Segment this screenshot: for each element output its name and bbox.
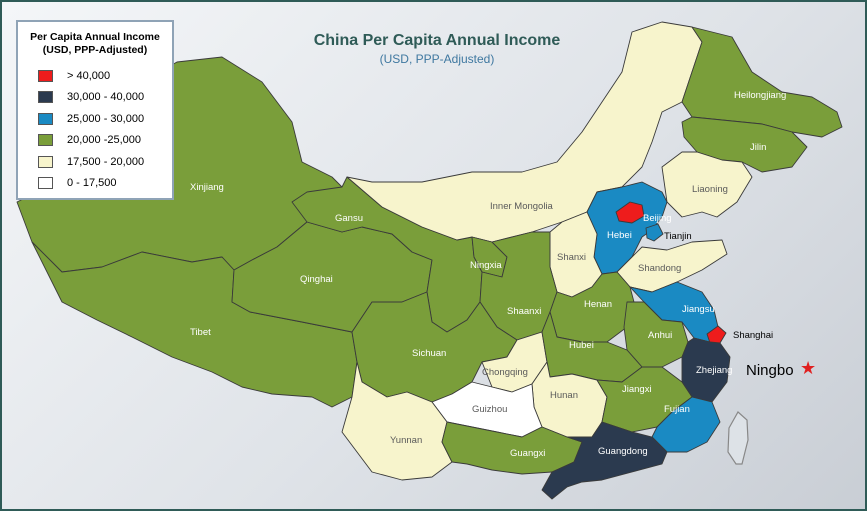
label-hunan: Hunan (550, 390, 578, 401)
label-tianjin: Tianjin (664, 231, 692, 242)
label-inner-mongolia: Inner Mongolia (490, 201, 554, 212)
legend-label: > 40,000 (67, 69, 111, 82)
legend: Per Capita Annual Income (USD, PPP-Adjus… (16, 20, 174, 200)
legend-swatch (38, 69, 53, 82)
label-guangxi: Guangxi (510, 448, 545, 459)
label-anhui: Anhui (648, 330, 672, 341)
legend-title: Per Capita Annual Income (USD, PPP-Adjus… (18, 31, 172, 57)
legend-item: > 40,000 (18, 65, 172, 87)
label-xinjiang: Xinjiang (190, 182, 224, 193)
province-zhejiang[interactable] (681, 337, 731, 403)
label-hebei: Hebei (607, 230, 632, 241)
label-henan: Henan (584, 299, 612, 310)
label-shanxi: Shanxi (557, 252, 586, 263)
legend-label: 25,000 - 30,000 (67, 112, 145, 125)
province-beijing[interactable] (615, 201, 645, 224)
legend-label: 17,500 - 20,000 (67, 155, 145, 168)
label-yunnan: Yunnan (390, 435, 422, 446)
label-guangdong: Guangdong (598, 446, 648, 457)
legend-title-line2: (USD, PPP-Adjusted) (42, 44, 148, 56)
legend-title-line1: Per Capita Annual Income (30, 31, 160, 43)
map-subtitle: (USD, PPP-Adjusted) (379, 52, 495, 66)
taiwan-outline (727, 411, 749, 465)
label-jiangxi: Jiangxi (622, 384, 652, 395)
label-heilongjiang: Heilongjiang (734, 90, 786, 101)
label-zhejiang: Zhejiang (696, 365, 732, 376)
legend-label: 20,000 -25,000 (67, 134, 142, 147)
label-gansu: Gansu (335, 213, 363, 224)
province-liaoning[interactable] (661, 151, 753, 218)
label-tibet: Tibet (190, 327, 211, 338)
label-jilin: Jilin (750, 142, 766, 153)
label-shanghai: Shanghai (733, 330, 773, 341)
legend-swatch (38, 155, 53, 168)
legend-item: 20,000 -25,000 (18, 130, 172, 152)
legend-items: > 40,000 30,000 - 40,000 25,000 - 30,000… (18, 65, 172, 194)
legend-swatch (38, 112, 53, 125)
province-guangdong[interactable] (541, 421, 668, 500)
label-shandong: Shandong (638, 263, 681, 274)
label-liaoning: Liaoning (692, 184, 728, 195)
label-sichuan: Sichuan (412, 348, 446, 359)
label-fujian: Fujian (664, 404, 690, 415)
legend-swatch (38, 134, 53, 147)
label-shaanxi: Shaanxi (507, 306, 541, 317)
province-fujian[interactable] (651, 396, 721, 453)
legend-item: 30,000 - 40,000 (18, 87, 172, 109)
label-ningxia: Ningxia (470, 260, 502, 271)
map-title: China Per Capita Annual Income (313, 32, 561, 49)
label-beijing: Beijing (643, 213, 672, 224)
legend-swatch (38, 91, 53, 104)
legend-item: 0 - 17,500 (18, 173, 172, 195)
province-heilongjiang[interactable] (681, 26, 843, 138)
legend-item: 17,500 - 20,000 (18, 151, 172, 173)
ningbo-label: Ningbo (746, 362, 794, 379)
label-chongqing: Chongqing (482, 367, 528, 378)
label-qinghai: Qinghai (300, 274, 333, 285)
legend-item: 25,000 - 30,000 (18, 108, 172, 130)
label-jiangsu: Jiangsu (682, 304, 715, 315)
legend-label: 0 - 17,500 (67, 177, 117, 190)
legend-swatch (38, 177, 53, 190)
province-tianjin[interactable] (645, 223, 664, 242)
legend-label: 30,000 - 40,000 (67, 91, 145, 104)
label-guizhou: Guizhou (472, 404, 507, 415)
star-icon: ★ (800, 358, 817, 378)
label-hubei: Hubei (569, 340, 594, 351)
